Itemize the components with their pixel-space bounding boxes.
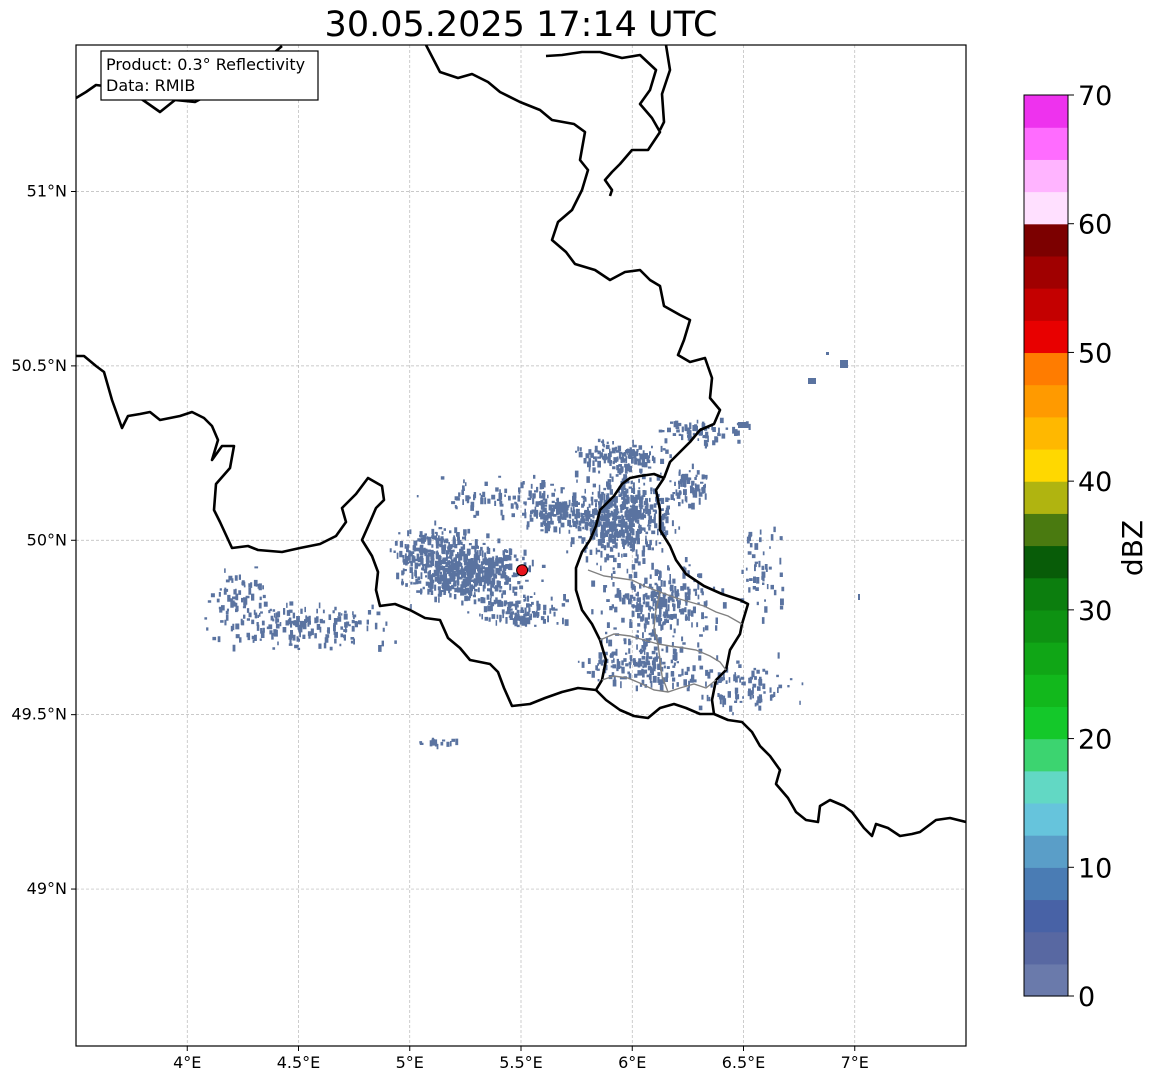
colorbar-segment	[1024, 352, 1068, 386]
colorbar-segment	[1024, 513, 1068, 547]
colorbar-segment	[1024, 867, 1068, 901]
echo-patch	[826, 352, 829, 355]
region-line-d	[653, 591, 669, 693]
info-product: Product: 0.3° Reflectivity	[106, 55, 305, 74]
lon-tick-label: 5°E	[396, 1053, 424, 1072]
colorbar-tick-label: 0	[1078, 982, 1095, 1013]
lon-tick-label: 7°E	[841, 1053, 869, 1072]
colorbar-segment	[1024, 223, 1068, 257]
colorbar-label: dBZ	[1116, 520, 1149, 576]
colorbar-segment	[1024, 835, 1068, 868]
colorbar-tick-label: 70	[1078, 81, 1112, 112]
colorbar-segment	[1024, 95, 1068, 128]
colorbar-segment	[1024, 738, 1068, 772]
border-lux-east	[654, 477, 750, 715]
colorbar-segment	[1024, 320, 1068, 354]
info-data-source: Data: RMIB	[106, 76, 195, 95]
colorbar-tick-label: 30	[1078, 596, 1112, 627]
lon-tick-label: 4.5°E	[277, 1053, 321, 1072]
echo-speckles	[204, 417, 804, 750]
colorbar-segment	[1024, 191, 1068, 225]
colorbar-segment	[1024, 899, 1068, 933]
border-lux-west	[574, 472, 665, 691]
echo-patch	[858, 594, 860, 600]
echo-patch	[738, 422, 748, 428]
echo-patch	[840, 360, 848, 368]
colorbar-segment	[1024, 545, 1068, 579]
radar-echoes	[204, 352, 860, 750]
colorbar-segment	[1024, 577, 1068, 611]
colorbar-segment	[1024, 770, 1068, 804]
lon-tick-label: 5.5°E	[499, 1053, 543, 1072]
colorbar-segment	[1024, 288, 1068, 321]
info-box: Product: 0.3° Reflectivity Data: RMIB	[100, 50, 319, 101]
lon-tick-label: 6°E	[618, 1053, 646, 1072]
colorbar-tick-label: 60	[1078, 210, 1112, 241]
colorbar-tick-label: 10	[1078, 853, 1112, 884]
colorbar-frame	[1023, 94, 1069, 997]
radar-site-marker	[516, 564, 529, 577]
colorbar-segment	[1024, 609, 1068, 643]
colorbar-segment	[1024, 931, 1068, 965]
region-line-b	[599, 633, 727, 671]
colorbar-segment	[1024, 963, 1068, 997]
colorbar-segment	[1024, 384, 1068, 418]
colorbar-segment	[1024, 706, 1068, 740]
colorbar-tick-label: 20	[1078, 725, 1112, 756]
border-north-b	[545, 50, 662, 197]
region-borders	[587, 569, 743, 693]
map-title: 30.05.2025 17:14 UTC	[324, 5, 718, 45]
colorbar-tick-label: 40	[1078, 467, 1112, 498]
region-line-a	[587, 569, 743, 625]
colorbar-segment	[1024, 642, 1068, 675]
border-south	[595, 689, 966, 838]
lon-tick-label: 4°E	[173, 1053, 201, 1072]
lat-tick-label: 50°N	[27, 530, 67, 549]
colorbar-tick-label: 50	[1078, 338, 1112, 369]
region-line-c	[601, 675, 717, 693]
colorbar-segment	[1024, 448, 1068, 482]
colorbar-segment	[1024, 416, 1068, 450]
colorbar-segment	[1024, 127, 1068, 160]
border-east-hook	[658, 45, 672, 131]
lat-tick-label: 49°N	[27, 879, 67, 898]
border-west	[76, 354, 597, 708]
colorbar-segment	[1024, 674, 1068, 707]
lat-tick-label: 49.5°N	[11, 705, 67, 724]
lat-tick-label: 50.5°N	[11, 356, 67, 375]
colorbar-segment	[1024, 802, 1068, 836]
colorbar-segment	[1024, 255, 1068, 289]
colorbar-segment	[1024, 481, 1068, 514]
border-north-a	[424, 45, 722, 479]
echo-patch	[808, 378, 816, 384]
lon-tick-label: 6.5°E	[722, 1053, 766, 1072]
colorbar-segment	[1024, 159, 1068, 193]
lat-tick-label: 51°N	[27, 181, 67, 200]
